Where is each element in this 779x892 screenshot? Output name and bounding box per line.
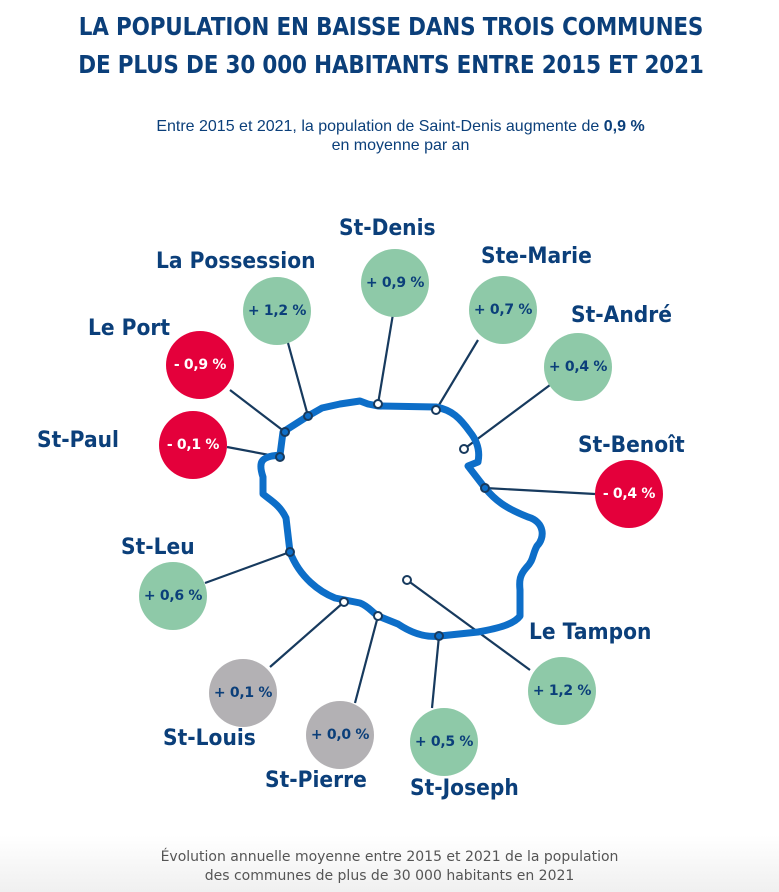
title-line-1: LA POPULATION EN BAISSE DANS TROIS COMMU… bbox=[78, 12, 704, 41]
connector-lines bbox=[204, 313, 596, 709]
subtitle: Entre 2015 et 2021, la population de Sai… bbox=[0, 117, 779, 155]
commune-markers bbox=[275, 399, 490, 641]
marker-st-pierre bbox=[373, 611, 383, 621]
connector-st-pierre bbox=[353, 615, 380, 704]
marker-st-leu bbox=[285, 547, 295, 557]
connector-st-andre bbox=[463, 384, 551, 450]
value-bubble-st-andre: + 0,4 % bbox=[544, 333, 612, 401]
value-bubble-le-tampon: + 1,2 % bbox=[528, 657, 596, 725]
value-label-st-paul: - 0,1 % bbox=[166, 437, 220, 453]
value-label-st-leu: + 0,6 % bbox=[143, 588, 203, 604]
caption: Évolution annuelle moyenne entre 2015 et… bbox=[0, 848, 779, 886]
marker-ste-marie bbox=[431, 405, 441, 415]
marker-st-louis bbox=[339, 597, 349, 607]
marker-st-andre bbox=[459, 444, 469, 454]
value-label-st-denis: + 0,9 % bbox=[365, 275, 425, 291]
commune-name-st-denis: St-Denis bbox=[339, 216, 436, 241]
marker-le-port bbox=[280, 427, 290, 437]
commune-name-st-louis: St-Louis bbox=[163, 726, 256, 751]
connector-st-denis bbox=[376, 313, 395, 405]
commune-name-le-tampon: Le Tampon bbox=[529, 620, 652, 645]
subtitle-highlight: 0,9 % bbox=[603, 118, 645, 135]
reunion-island-outline bbox=[257, 397, 546, 640]
value-label-st-benoit: - 0,4 % bbox=[602, 486, 656, 502]
value-bubble-st-pierre: + 0,0 % bbox=[306, 701, 374, 769]
commune-name-ste-marie: Ste-Marie bbox=[481, 244, 592, 269]
marker-st-joseph bbox=[434, 631, 444, 641]
title-line-2: DE PLUS DE 30 000 HABITANTS ENTRE 2015 E… bbox=[78, 50, 704, 79]
commune-name-st-andre: St-André bbox=[571, 303, 672, 328]
connector-la-possession bbox=[283, 331, 310, 417]
connector-le-tampon bbox=[406, 579, 531, 671]
value-bubble-st-denis: + 0,9 % bbox=[361, 249, 429, 317]
value-label-st-andre: + 0,4 % bbox=[548, 359, 608, 375]
value-bubble-st-joseph: + 0,5 % bbox=[410, 708, 478, 776]
marker-la-possession bbox=[303, 411, 313, 421]
marker-st-denis bbox=[373, 399, 383, 409]
subtitle-line-2: en moyenne par an bbox=[331, 137, 470, 154]
marker-st-benoit bbox=[480, 483, 490, 493]
connector-le-port bbox=[229, 389, 286, 433]
marker-le-tampon bbox=[402, 575, 412, 585]
value-bubble-ste-marie: + 0,7 % bbox=[469, 276, 537, 344]
value-bubble-la-possession: + 1,2 % bbox=[243, 277, 311, 345]
connector-st-benoit bbox=[484, 486, 596, 496]
connector-st-joseph bbox=[430, 635, 441, 709]
value-label-le-tampon: + 1,2 % bbox=[532, 683, 592, 699]
connector-ste-marie bbox=[435, 339, 479, 411]
commune-name-st-benoit: St-Benoît bbox=[578, 433, 685, 458]
connector-st-leu bbox=[204, 550, 291, 585]
value-label-la-possession: + 1,2 % bbox=[247, 303, 307, 319]
commune-name-st-leu: St-Leu bbox=[121, 535, 195, 560]
commune-name-st-pierre: St-Pierre bbox=[265, 768, 367, 793]
commune-name-la-possession: La Possession bbox=[156, 249, 316, 274]
value-label-ste-marie: + 0,7 % bbox=[473, 302, 533, 318]
commune-name-st-paul: St-Paul bbox=[37, 428, 119, 453]
value-label-le-port: - 0,9 % bbox=[173, 357, 227, 373]
value-bubble-st-leu: + 0,6 % bbox=[139, 562, 207, 630]
footer-band bbox=[0, 835, 779, 892]
commune-name-st-joseph: St-Joseph bbox=[410, 776, 519, 801]
value-bubble-st-benoit: - 0,4 % bbox=[595, 460, 663, 528]
value-bubble-le-port: - 0,9 % bbox=[166, 331, 234, 399]
value-label-st-pierre: + 0,0 % bbox=[310, 727, 370, 743]
chart-title: LA POPULATION EN BAISSE DANS TROIS COMMU… bbox=[56, 8, 726, 84]
marker-st-paul bbox=[275, 452, 285, 462]
value-label-st-louis: + 0,1 % bbox=[213, 685, 273, 701]
connector-st-louis bbox=[269, 601, 345, 668]
value-label-st-joseph: + 0,5 % bbox=[414, 734, 474, 750]
value-bubble-st-paul: - 0,1 % bbox=[159, 411, 227, 479]
commune-name-le-port: Le Port bbox=[88, 316, 171, 341]
caption-line-2: des communes de plus de 30 000 habitants… bbox=[204, 868, 575, 884]
subtitle-text: Entre 2015 et 2021, la population de Sai… bbox=[156, 118, 604, 135]
value-bubble-st-louis: + 0,1 % bbox=[209, 659, 277, 727]
caption-line-1: Évolution annuelle moyenne entre 2015 et… bbox=[160, 849, 619, 865]
